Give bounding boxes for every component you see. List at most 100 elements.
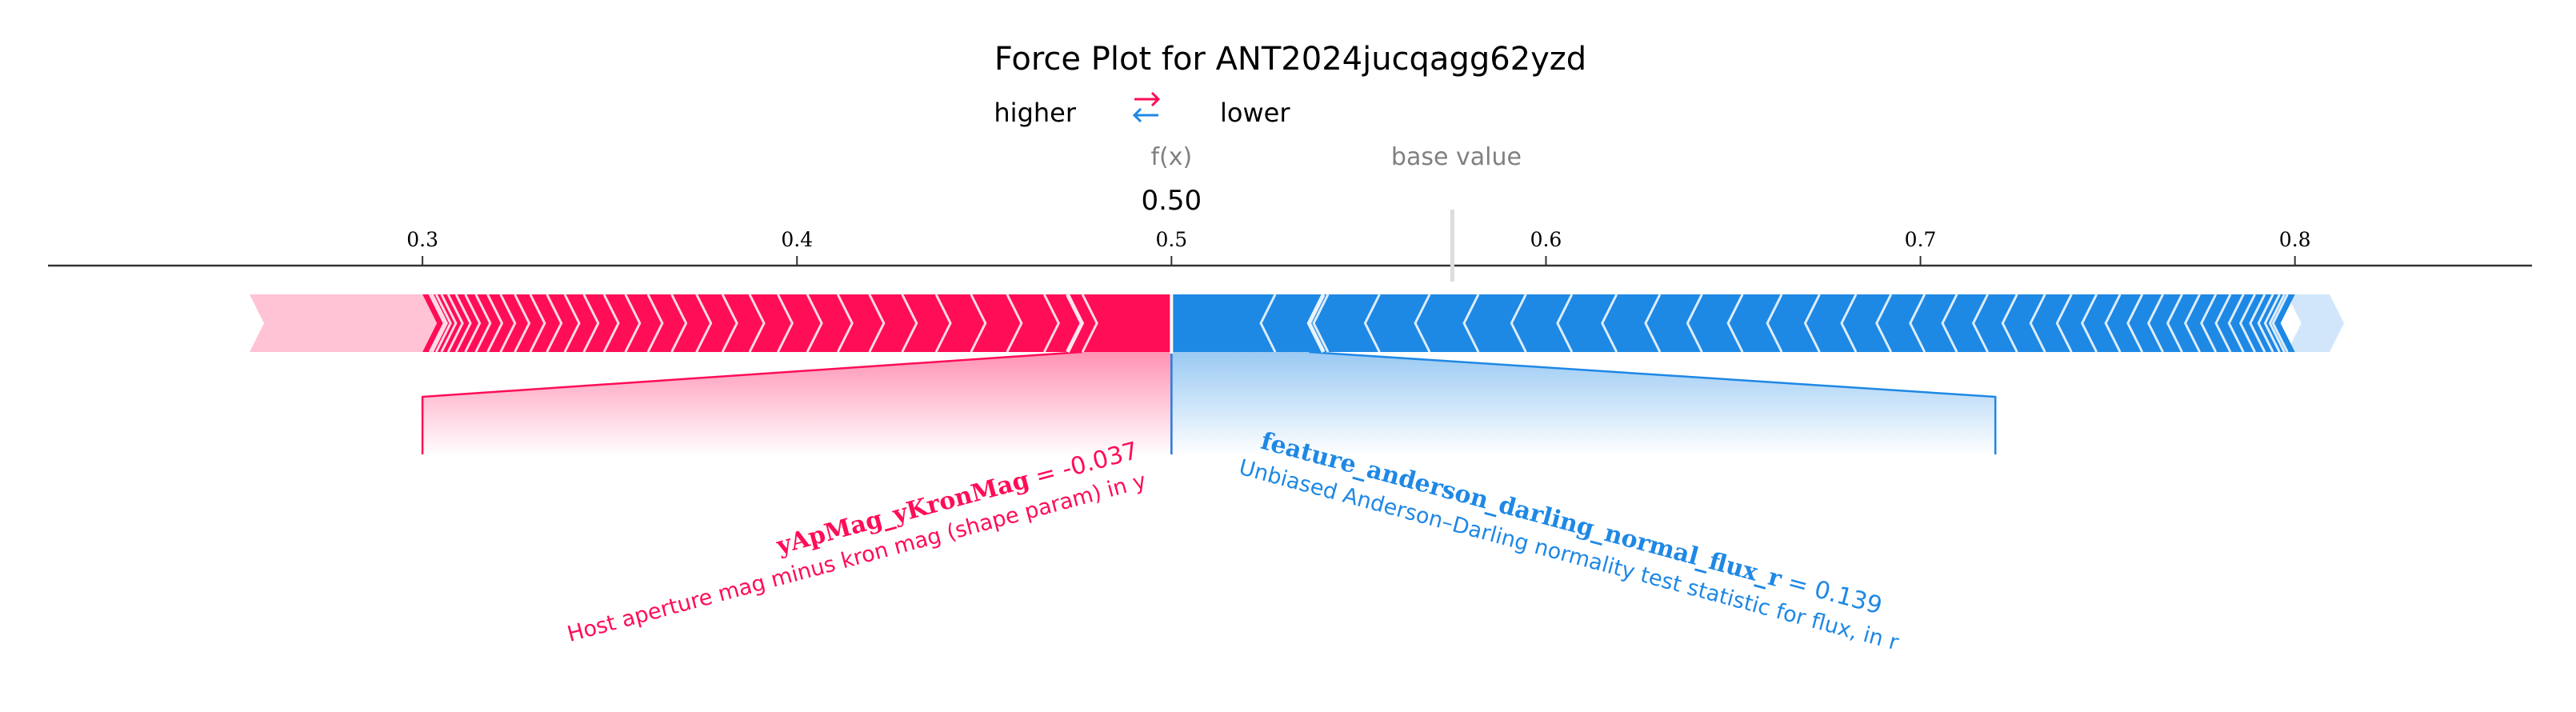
fx-value-label: 0.50 xyxy=(1141,185,1202,217)
legend-arrows-icon xyxy=(1132,91,1161,123)
positive-chevron xyxy=(646,294,664,353)
negative-chevron xyxy=(2104,294,2122,353)
positive-chevron xyxy=(777,294,794,353)
positive-chevron xyxy=(430,294,449,353)
legend-lower-label: lower xyxy=(1220,98,1290,128)
feature-connector-line xyxy=(1309,350,1997,454)
negative-chevron xyxy=(1363,294,1381,353)
positive-chevron xyxy=(440,294,458,353)
positive-chevron xyxy=(428,294,446,353)
negative-chevron xyxy=(1686,294,1703,353)
negative-chevron xyxy=(1726,294,1744,353)
negative-tail xyxy=(2286,294,2344,352)
positive-chevron xyxy=(486,294,504,353)
negative-force-bar xyxy=(1171,294,2295,352)
negative-chevron xyxy=(2183,294,2201,353)
negative-chevron xyxy=(1312,294,1330,353)
legend-higher-label: higher xyxy=(994,98,1076,128)
positive-chevron xyxy=(563,294,581,353)
negative-chevron xyxy=(2055,294,2073,353)
negative-chevron xyxy=(1909,294,1926,353)
base-value-label: base value xyxy=(1391,143,1522,171)
negative-chevron xyxy=(2214,294,2232,353)
negative-chevron xyxy=(1644,294,1662,353)
positive-chevron xyxy=(1006,294,1023,353)
negative-chevron xyxy=(1803,294,1821,353)
positive-chevron xyxy=(934,294,952,353)
negative-chevron xyxy=(1941,294,1958,353)
feature-connectors xyxy=(421,350,1997,456)
negative-chevron xyxy=(2238,294,2256,353)
negative-chevron xyxy=(1414,294,1431,353)
negative-chevron xyxy=(2126,294,2144,353)
positive-force-bar xyxy=(422,294,1172,352)
x-tick-label: 0.6 xyxy=(1530,228,1562,251)
positive-chevron xyxy=(514,294,531,353)
positive-chevron xyxy=(446,294,464,353)
force-bars xyxy=(250,293,2344,354)
positive-chevron xyxy=(546,294,563,353)
x-tick-label: 0.8 xyxy=(2279,228,2311,251)
feature-connector-fill xyxy=(1171,352,1996,456)
negative-chevron xyxy=(2029,294,2046,353)
positive-chevron xyxy=(434,294,452,353)
negative-chevron xyxy=(2249,294,2266,353)
negative-chevron xyxy=(2257,294,2274,353)
positive-chevron xyxy=(464,294,482,353)
x-tick-label: 0.5 xyxy=(1155,228,1187,251)
fx-label: f(x) xyxy=(1150,143,1192,171)
negative-feature-annotation: feature_anderson_darling_normal_flux_r =… xyxy=(1236,427,1902,656)
positive-chevron xyxy=(529,294,546,353)
positive-chevron xyxy=(1081,294,1098,353)
negative-chevron xyxy=(2001,294,2018,353)
feature-name-line: feature_anderson_darling_normal_flux_r =… xyxy=(1258,427,1885,620)
positive-feature-separator xyxy=(1066,293,1085,354)
x-axis-ticks: 0.3 0.4 0.5 0.6 0.7 0.8 xyxy=(406,228,2311,266)
positive-chevron xyxy=(499,294,517,353)
negative-feature-separator xyxy=(1306,293,1326,354)
negative-chevron xyxy=(1840,294,1858,353)
negative-chevron xyxy=(2271,294,2289,353)
negative-chevron xyxy=(1462,294,1480,353)
positive-chevron xyxy=(670,294,688,353)
positive-chevron xyxy=(474,294,492,353)
x-tick-label: 0.3 xyxy=(406,228,438,251)
negative-chevron xyxy=(1259,294,1277,353)
negative-chevron xyxy=(2227,294,2245,353)
negative-chevron xyxy=(2268,294,2286,353)
positive-tail xyxy=(250,294,438,352)
x-tick-label: 0.4 xyxy=(781,228,813,251)
negative-chevron xyxy=(2200,294,2218,353)
positive-chevron xyxy=(602,294,620,353)
negative-chevron xyxy=(1556,294,1574,353)
negative-chevron xyxy=(1510,294,1527,353)
positive-chevron xyxy=(970,294,987,353)
positive-chevron xyxy=(721,294,738,353)
positive-chevron xyxy=(901,294,918,353)
chart-title: Force Plot for ANT2024jucqagg62yzd xyxy=(994,41,1586,78)
positive-chevron xyxy=(836,294,854,353)
positive-chevron xyxy=(748,294,766,353)
positive-chevron xyxy=(454,294,472,353)
feature-description: Unbiased Anderson–Darling normality test… xyxy=(1236,455,1902,656)
negative-chevron xyxy=(2166,294,2183,353)
x-tick-label: 0.7 xyxy=(1905,228,1937,251)
negative-chevron xyxy=(2146,294,2164,353)
positive-chevron xyxy=(868,294,886,353)
positive-chevron xyxy=(582,294,600,353)
negative-chevron xyxy=(1875,294,1893,353)
feature-connector-fill xyxy=(422,352,1172,456)
positive-chevron xyxy=(806,294,823,353)
negative-chevron xyxy=(1971,294,1989,353)
negative-chevron xyxy=(2263,294,2281,353)
negative-chevron xyxy=(2080,294,2098,353)
positive-chevron xyxy=(1042,294,1060,353)
positive-chevron xyxy=(695,294,713,353)
negative-chevron xyxy=(1601,294,1618,353)
feature-connector-line xyxy=(421,350,1082,454)
feature-description: Host aperture mag minus kron mag (shape … xyxy=(565,469,1149,647)
